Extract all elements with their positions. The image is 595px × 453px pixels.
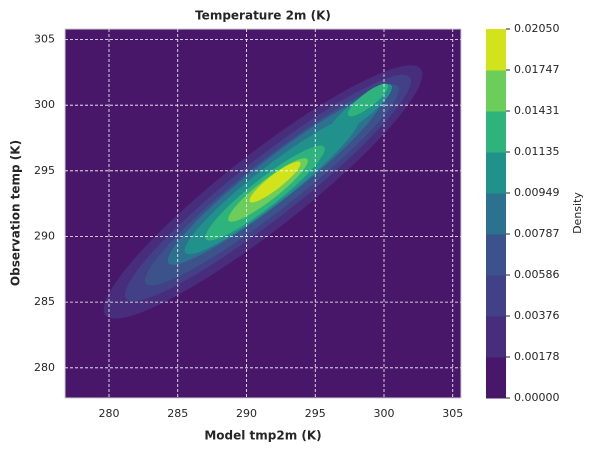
y-tick-label: 300 [34,98,55,111]
colorbar-band [486,234,506,276]
x-tick-label: 300 [374,407,395,420]
x-tick-label: 285 [167,407,188,420]
x-axis-label: Model tmp2m (K) [204,429,321,443]
plot-frame [64,28,462,399]
colorbar-tick-label: 0.00787 [514,227,560,240]
y-tick-label: 280 [34,361,55,374]
colorbar-band [486,70,506,112]
colorbar-tick-label: 0.02050 [514,22,560,35]
x-tick-label: 295 [305,407,326,420]
contour [249,161,301,203]
y-tick-label: 290 [34,229,55,242]
colorbar-label: Density [571,192,584,234]
colorbar-band [486,316,506,358]
colorbar-band [486,193,506,235]
x-tick-label: 305 [442,407,463,420]
colorbar-tick-label: 0.00178 [514,350,560,363]
colorbar-tick-label: 0.00000 [514,391,560,404]
contours [103,65,423,319]
chart-title: Temperature 2m (K) [195,9,331,23]
x-tick-label: 290 [236,407,257,420]
colorbar-band [486,357,506,399]
colorbar-band [486,152,506,194]
colorbar-tick-label: 0.00376 [514,309,560,322]
colorbar-tick-label: 0.01431 [514,104,560,117]
colorbar-tick-label: 0.01747 [514,63,560,76]
y-tick-label: 295 [34,164,55,177]
y-axis-label: Observation temp (K) [9,140,23,286]
colorbar-tick-label: 0.00949 [514,186,560,199]
colorbar-band [486,111,506,153]
colorbar-tick-label: 0.00586 [514,268,560,281]
colorbar-tick-label: 0.01135 [514,145,560,158]
contour [347,83,389,117]
x-tick-label: 280 [99,407,120,420]
colorbar-band [486,29,506,71]
colorbar-band [486,275,506,317]
y-tick-label: 285 [34,295,55,308]
y-tick-label: 305 [34,33,55,46]
